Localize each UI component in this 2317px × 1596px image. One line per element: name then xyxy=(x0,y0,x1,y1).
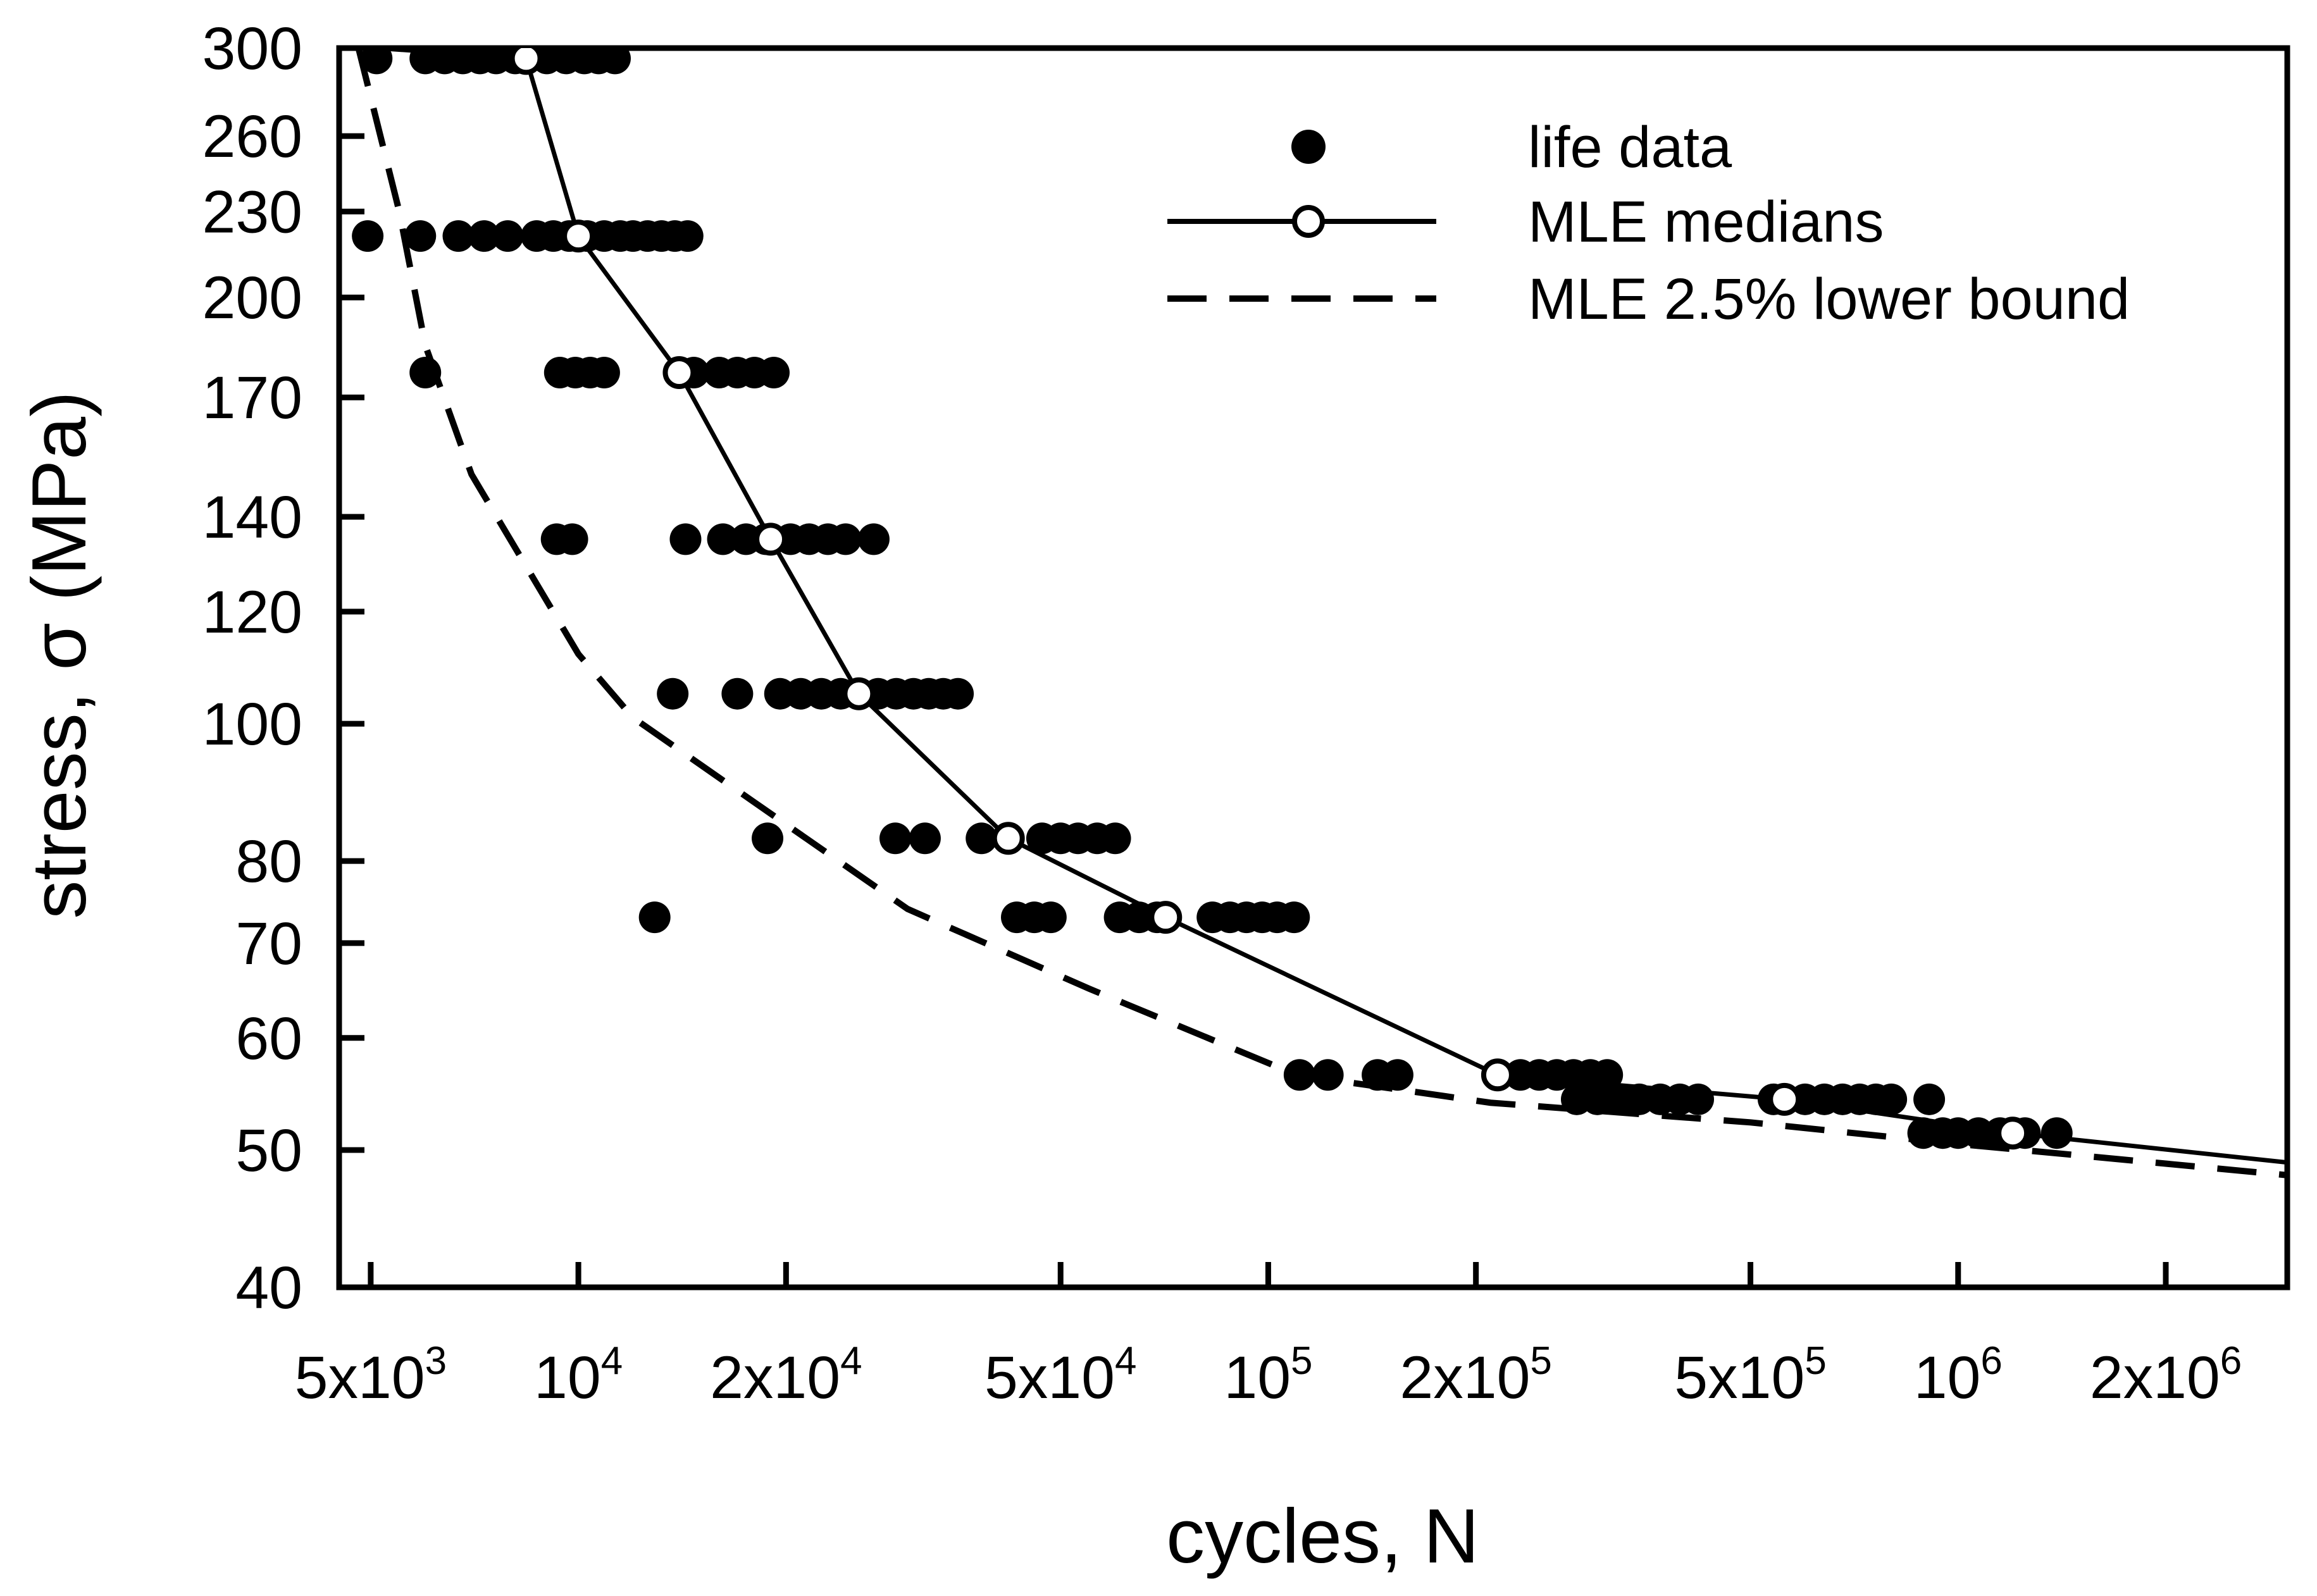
life-data-point xyxy=(1381,1059,1413,1091)
median-marker xyxy=(754,523,788,556)
median-marker xyxy=(1996,1117,2030,1150)
life-data-point xyxy=(1312,1059,1344,1091)
life-data-point xyxy=(2041,1117,2073,1149)
life-data-point xyxy=(758,356,790,388)
median-marker xyxy=(842,677,876,710)
y-tick-label: 60 xyxy=(235,1005,302,1072)
y-tick-label: 170 xyxy=(202,364,302,431)
plot-data xyxy=(352,48,2287,1178)
life-data-point xyxy=(752,822,784,855)
life-data-point xyxy=(588,356,620,388)
life-data-point xyxy=(721,677,754,710)
life-data-point xyxy=(1601,1083,1633,1115)
y-tick-label: 260 xyxy=(202,103,302,170)
life-data-point xyxy=(879,822,912,855)
y-tick-label: 80 xyxy=(235,828,302,895)
life-data-point xyxy=(468,220,500,252)
life-data-point xyxy=(829,523,862,555)
x-tick-label: 5x103 xyxy=(295,1339,447,1411)
y-tick-label: 200 xyxy=(202,264,302,331)
x-axis-title: cycles, N xyxy=(1166,1493,1479,1579)
x-axis: 5x103 104 2x104 5x104 105 2x105 5x105 106 2x106 c… xyxy=(295,1262,2242,1579)
median-marker xyxy=(1481,1058,1514,1092)
x-tick-label: 5x105 xyxy=(1674,1339,1827,1411)
y-axis-title: stress, σ (MPa) xyxy=(16,391,102,919)
life-data-point xyxy=(909,822,941,855)
life-data-point xyxy=(857,523,890,555)
life-data-point xyxy=(352,220,384,252)
median-marker xyxy=(1149,901,1183,934)
y-tick-label: 100 xyxy=(202,691,302,758)
y-tick-label: 70 xyxy=(235,910,302,977)
y-tick-label: 40 xyxy=(235,1254,302,1321)
y-axis: 300 260 230 200 170 140 120 100 80 70 60 50 40 stress… xyxy=(16,15,364,1321)
life-data-point xyxy=(1283,1059,1315,1091)
median-marker xyxy=(1768,1082,1801,1116)
median-marker xyxy=(509,48,543,75)
median-marker xyxy=(562,220,595,253)
y-tick-label: 230 xyxy=(202,178,302,245)
legend: life data MLE medians MLE 2.5% lower bound xyxy=(1167,115,2130,331)
life-data-point xyxy=(1682,1083,1714,1115)
life-data-point xyxy=(409,356,442,388)
life-data-point xyxy=(942,677,974,710)
life-data-point xyxy=(361,48,393,75)
median-marker xyxy=(991,822,1025,855)
life-data-point xyxy=(1099,822,1131,855)
life-data-point xyxy=(404,220,437,252)
x-tick-label: 105 xyxy=(1224,1339,1312,1411)
life-data-point xyxy=(671,220,704,252)
x-tick-label: 2x105 xyxy=(1400,1339,1552,1411)
legend-life-data-symbol xyxy=(1291,130,1326,164)
legend-median-marker xyxy=(1292,205,1325,238)
life-data-point xyxy=(1278,901,1310,934)
life-data-point xyxy=(1913,1083,1946,1115)
x-tick-label: 5x104 xyxy=(985,1339,1137,1411)
life-data-point xyxy=(638,901,671,934)
y-tick-label: 140 xyxy=(202,484,302,551)
life-data-point xyxy=(1034,901,1067,934)
x-tick-label: 2x106 xyxy=(2090,1339,2242,1411)
median-line xyxy=(376,48,2287,1165)
plot-area xyxy=(336,45,2290,1290)
life-data-point xyxy=(492,220,524,252)
y-tick-label: 300 xyxy=(202,15,302,82)
plot-frame xyxy=(336,45,2290,1290)
y-tick-label: 50 xyxy=(235,1117,302,1184)
y-tick-label: 120 xyxy=(202,579,302,646)
legend-life-data-label: life data xyxy=(1528,115,1732,180)
life-data-point xyxy=(1875,1083,1908,1115)
life-data-point xyxy=(556,523,588,555)
x-tick-label: 104 xyxy=(534,1339,623,1411)
life-data-point xyxy=(669,523,702,555)
x-tick-label: 2x104 xyxy=(710,1339,862,1411)
life-data-point xyxy=(966,822,998,855)
life-data-point xyxy=(707,523,739,555)
legend-lower-bound-label: MLE 2.5% lower bound xyxy=(1528,267,2130,331)
life-data-point xyxy=(657,677,689,710)
life-data-point xyxy=(599,48,631,75)
legend-median-label: MLE medians xyxy=(1528,190,1884,254)
median-marker xyxy=(662,356,696,389)
x-tick-label: 106 xyxy=(1914,1339,2003,1411)
life-data-point xyxy=(442,220,475,252)
